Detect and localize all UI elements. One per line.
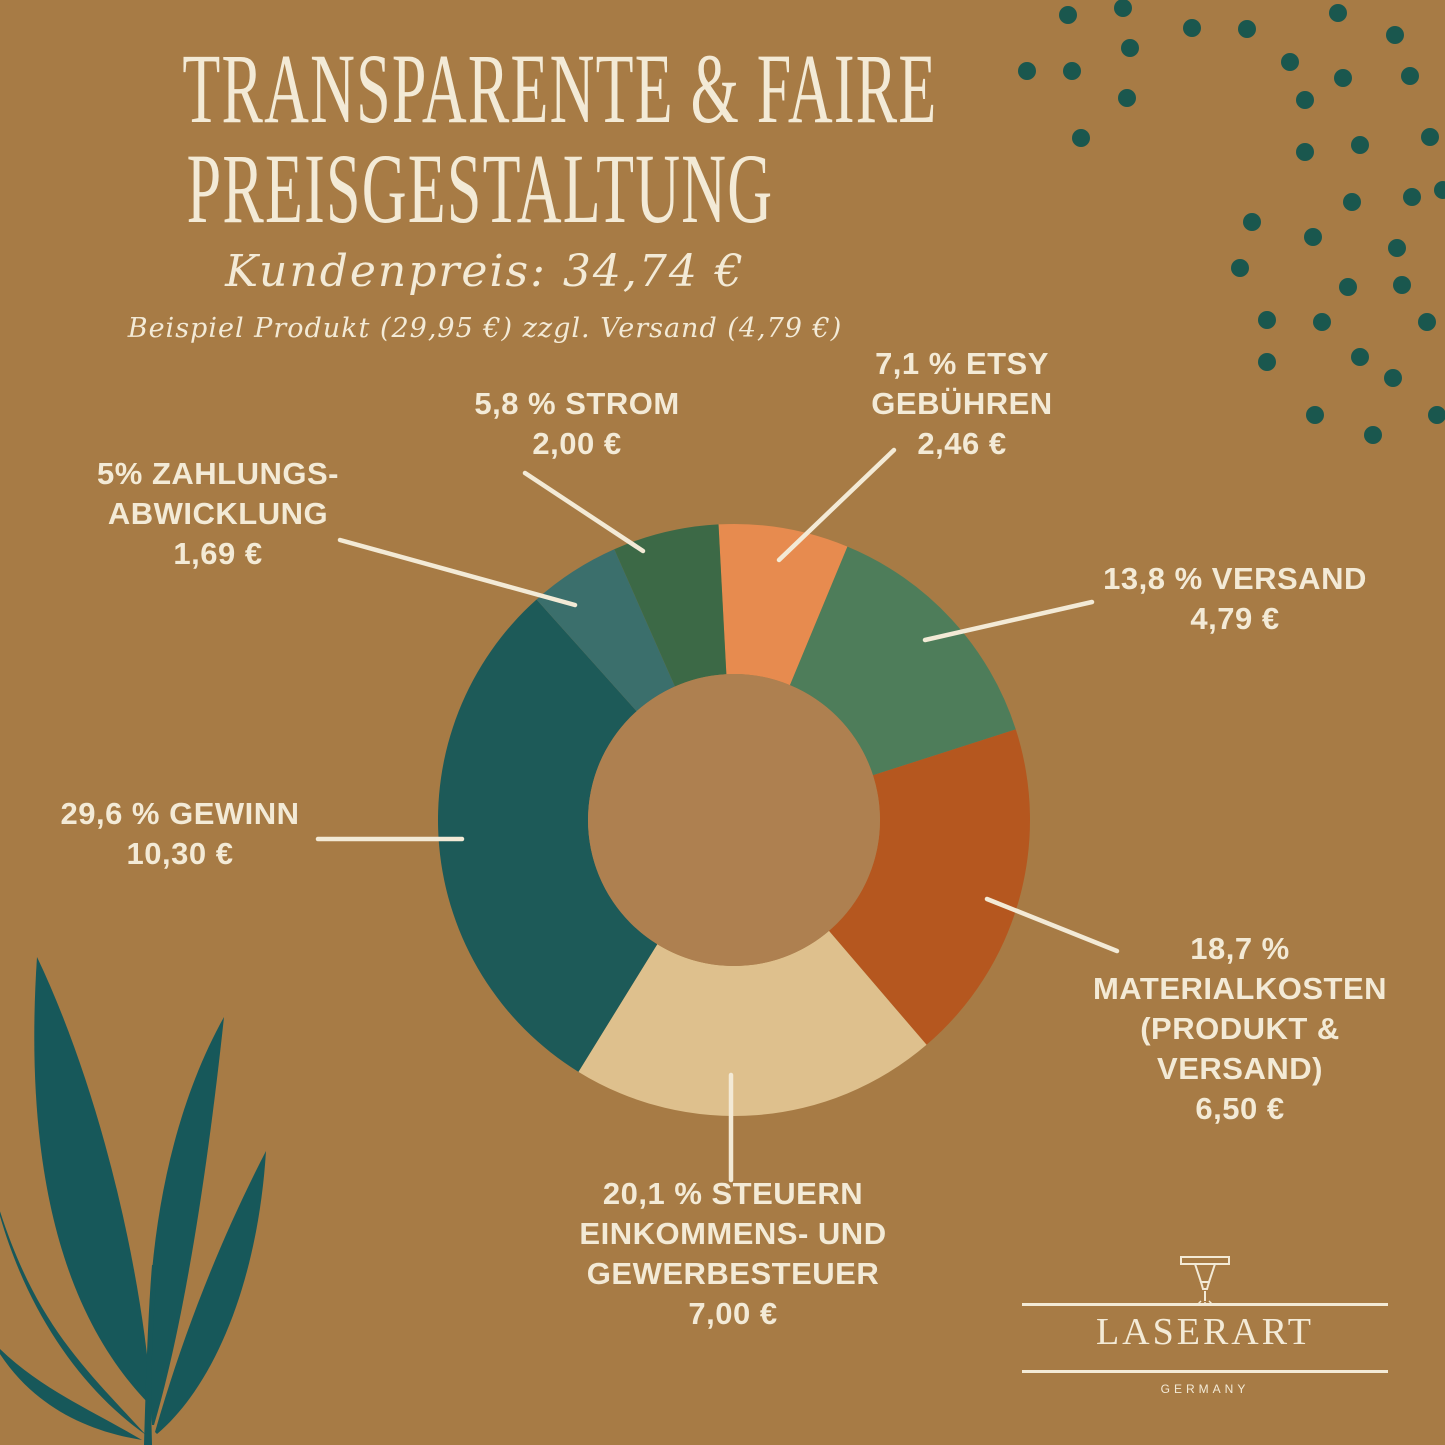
- decor-dot: [1118, 89, 1136, 107]
- callout-line: 29,6 % GEWINN: [60, 796, 300, 831]
- callout-line: MATERIALKOSTEN: [1092, 971, 1388, 1006]
- logo-divider-bottom: [1022, 1370, 1388, 1373]
- donut-segment-etsy: [718, 524, 848, 686]
- page-title-line1: TRANSPARENTE & FAIRE: [182, 33, 938, 144]
- callout-line: 7,1 % ETSY: [875, 346, 1049, 381]
- decor-dot: [1183, 19, 1201, 37]
- decor-dot: [1364, 426, 1382, 444]
- callout-line: 18,7 %: [1190, 931, 1290, 966]
- donut-segment-strom: [614, 524, 727, 687]
- decor-dot: [1384, 369, 1402, 387]
- decor-dot: [1121, 39, 1139, 57]
- decor-dot: [1386, 26, 1404, 44]
- callout-line: 5,8 % STROM: [474, 386, 680, 421]
- callout-gewinn: 29,6 % GEWINN 10,30 €: [60, 794, 299, 874]
- decor-dot: [1296, 143, 1314, 161]
- donut-segment-gewinn: [438, 599, 658, 1072]
- decor-dot: [1334, 69, 1352, 87]
- callout-strom: 5,8 % STROM 2,00 €: [474, 384, 679, 464]
- leader-lines: [315, 447, 1120, 1183]
- decor-dot: [1343, 193, 1361, 211]
- decor-dot: [1281, 53, 1299, 71]
- callout-line: 13,8 % VERSAND: [1103, 561, 1367, 596]
- callout-line: 5% ZAHLUNGS-: [97, 456, 339, 491]
- donut-segment-zahlung: [536, 549, 675, 712]
- brand-logo: LASERART GERMANY: [1022, 1253, 1388, 1413]
- decor-dot: [1304, 228, 1322, 246]
- callout-line: 7,00 €: [688, 1296, 778, 1331]
- callout-line: 1,69 €: [173, 536, 263, 571]
- decor-dot: [1258, 311, 1276, 329]
- decor-dot: [1351, 136, 1369, 154]
- donut-segment-steuern: [578, 930, 927, 1116]
- example-note: Beispiel Produkt (29,95 €) zzgl. Versand…: [127, 313, 843, 344]
- donut-segment-versand: [789, 546, 1016, 776]
- decor-dot: [1403, 188, 1421, 206]
- logo-subtitle: GERMANY: [1160, 1382, 1250, 1396]
- callout-line: EINKOMMENS- UND: [579, 1216, 887, 1251]
- decor-dot: [1258, 353, 1276, 371]
- decor-dot: [1063, 62, 1081, 80]
- decor-dot: [1313, 313, 1331, 331]
- callout-line: GEBÜHREN: [871, 386, 1053, 421]
- decor-dot: [1418, 313, 1436, 331]
- decor-dot: [1114, 0, 1132, 17]
- donut-hole: [588, 674, 880, 966]
- callout-line: GEWERBESTEUER: [586, 1256, 880, 1291]
- logo-divider-top: [1022, 1303, 1388, 1306]
- callout-line: VERSAND): [1157, 1051, 1323, 1086]
- dots-pattern: [1018, 0, 1445, 444]
- donut-chart: [438, 524, 1030, 1116]
- decor-dot: [1339, 278, 1357, 296]
- decor-dot: [1231, 259, 1249, 277]
- callout-material: 18,7 % MATERIALKOSTEN (PRODUKT & VERSAND) 6,…: [1093, 929, 1387, 1129]
- decor-dot: [1243, 213, 1261, 231]
- decor-dot: [1296, 91, 1314, 109]
- leaf-illustration: [0, 957, 266, 1445]
- logo-name: LASERART: [1095, 1311, 1315, 1353]
- callout-line: 2,46 €: [917, 426, 1007, 461]
- laser-engraver-icon: [1180, 1256, 1230, 1306]
- callout-steuern: 20,1 % STEUERN EINKOMMENS- UND GEWERBESTEU…: [579, 1174, 886, 1334]
- decor-dot: [1434, 181, 1445, 199]
- decor-dot: [1306, 406, 1324, 424]
- callout-line: 10,30 €: [126, 836, 234, 871]
- customer-price: Kundenpreis: 34,74 €: [225, 246, 745, 297]
- decor-dot: [1018, 62, 1036, 80]
- decor-dot: [1401, 67, 1419, 85]
- callout-line: 2,00 €: [532, 426, 622, 461]
- decor-dot: [1388, 239, 1406, 257]
- decor-dot: [1072, 129, 1090, 147]
- leader-line-versand: [922, 599, 1095, 643]
- callout-line: 20,1 % STEUERN: [602, 1176, 864, 1211]
- callout-line: 6,50 €: [1195, 1091, 1285, 1126]
- decor-dot: [1329, 4, 1347, 22]
- decor-dot: [1421, 128, 1439, 146]
- donut-segment-material: [828, 729, 1030, 1045]
- decor-dot: [1059, 6, 1077, 24]
- decor-dot: [1351, 348, 1369, 366]
- callout-etsy: 7,1 % ETSY GEBÜHREN 2,46 €: [871, 344, 1052, 464]
- leader-line-etsy: [776, 447, 897, 563]
- leader-line-material: [984, 896, 1120, 954]
- page-title-line2: PREISGESTALTUNG: [186, 133, 774, 244]
- callout-line: (PRODUKT &: [1140, 1011, 1340, 1046]
- callout-versand: 13,8 % VERSAND 4,79 €: [1103, 559, 1367, 639]
- leader-line-strom: [522, 470, 646, 554]
- callout-zahlung: 5% ZAHLUNGS- ABWICKLUNG 1,69 €: [97, 454, 339, 574]
- callout-line: 4,79 €: [1190, 601, 1280, 636]
- callout-line: ABWICKLUNG: [107, 496, 329, 531]
- decor-dot: [1428, 406, 1445, 424]
- leader-line-zahlung: [337, 537, 578, 608]
- decor-dot: [1238, 20, 1256, 38]
- decor-dot: [1393, 276, 1411, 294]
